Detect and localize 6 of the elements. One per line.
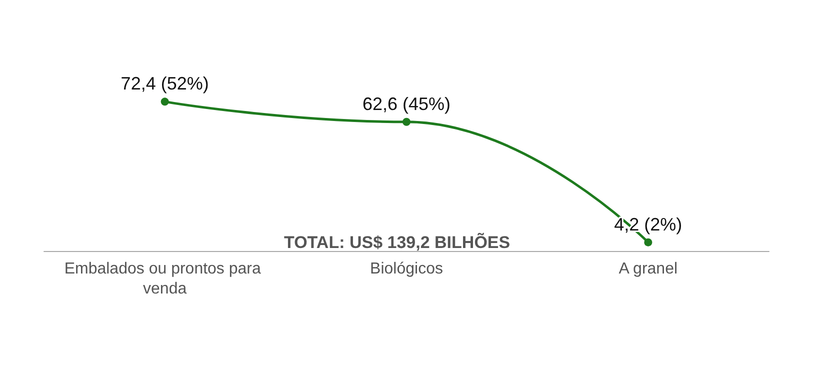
x-tick-label: Biológicos: [370, 260, 443, 278]
x-tick-label: Embalados ou prontos para venda: [64, 260, 266, 298]
data-label: 72,4 (52%): [120, 74, 209, 94]
x-tick-label: A granel: [618, 260, 678, 278]
annotation: TOTAL: US$ 139,2 BILHÕES: [284, 232, 510, 252]
data-label: 62,6 (45%): [362, 94, 451, 114]
